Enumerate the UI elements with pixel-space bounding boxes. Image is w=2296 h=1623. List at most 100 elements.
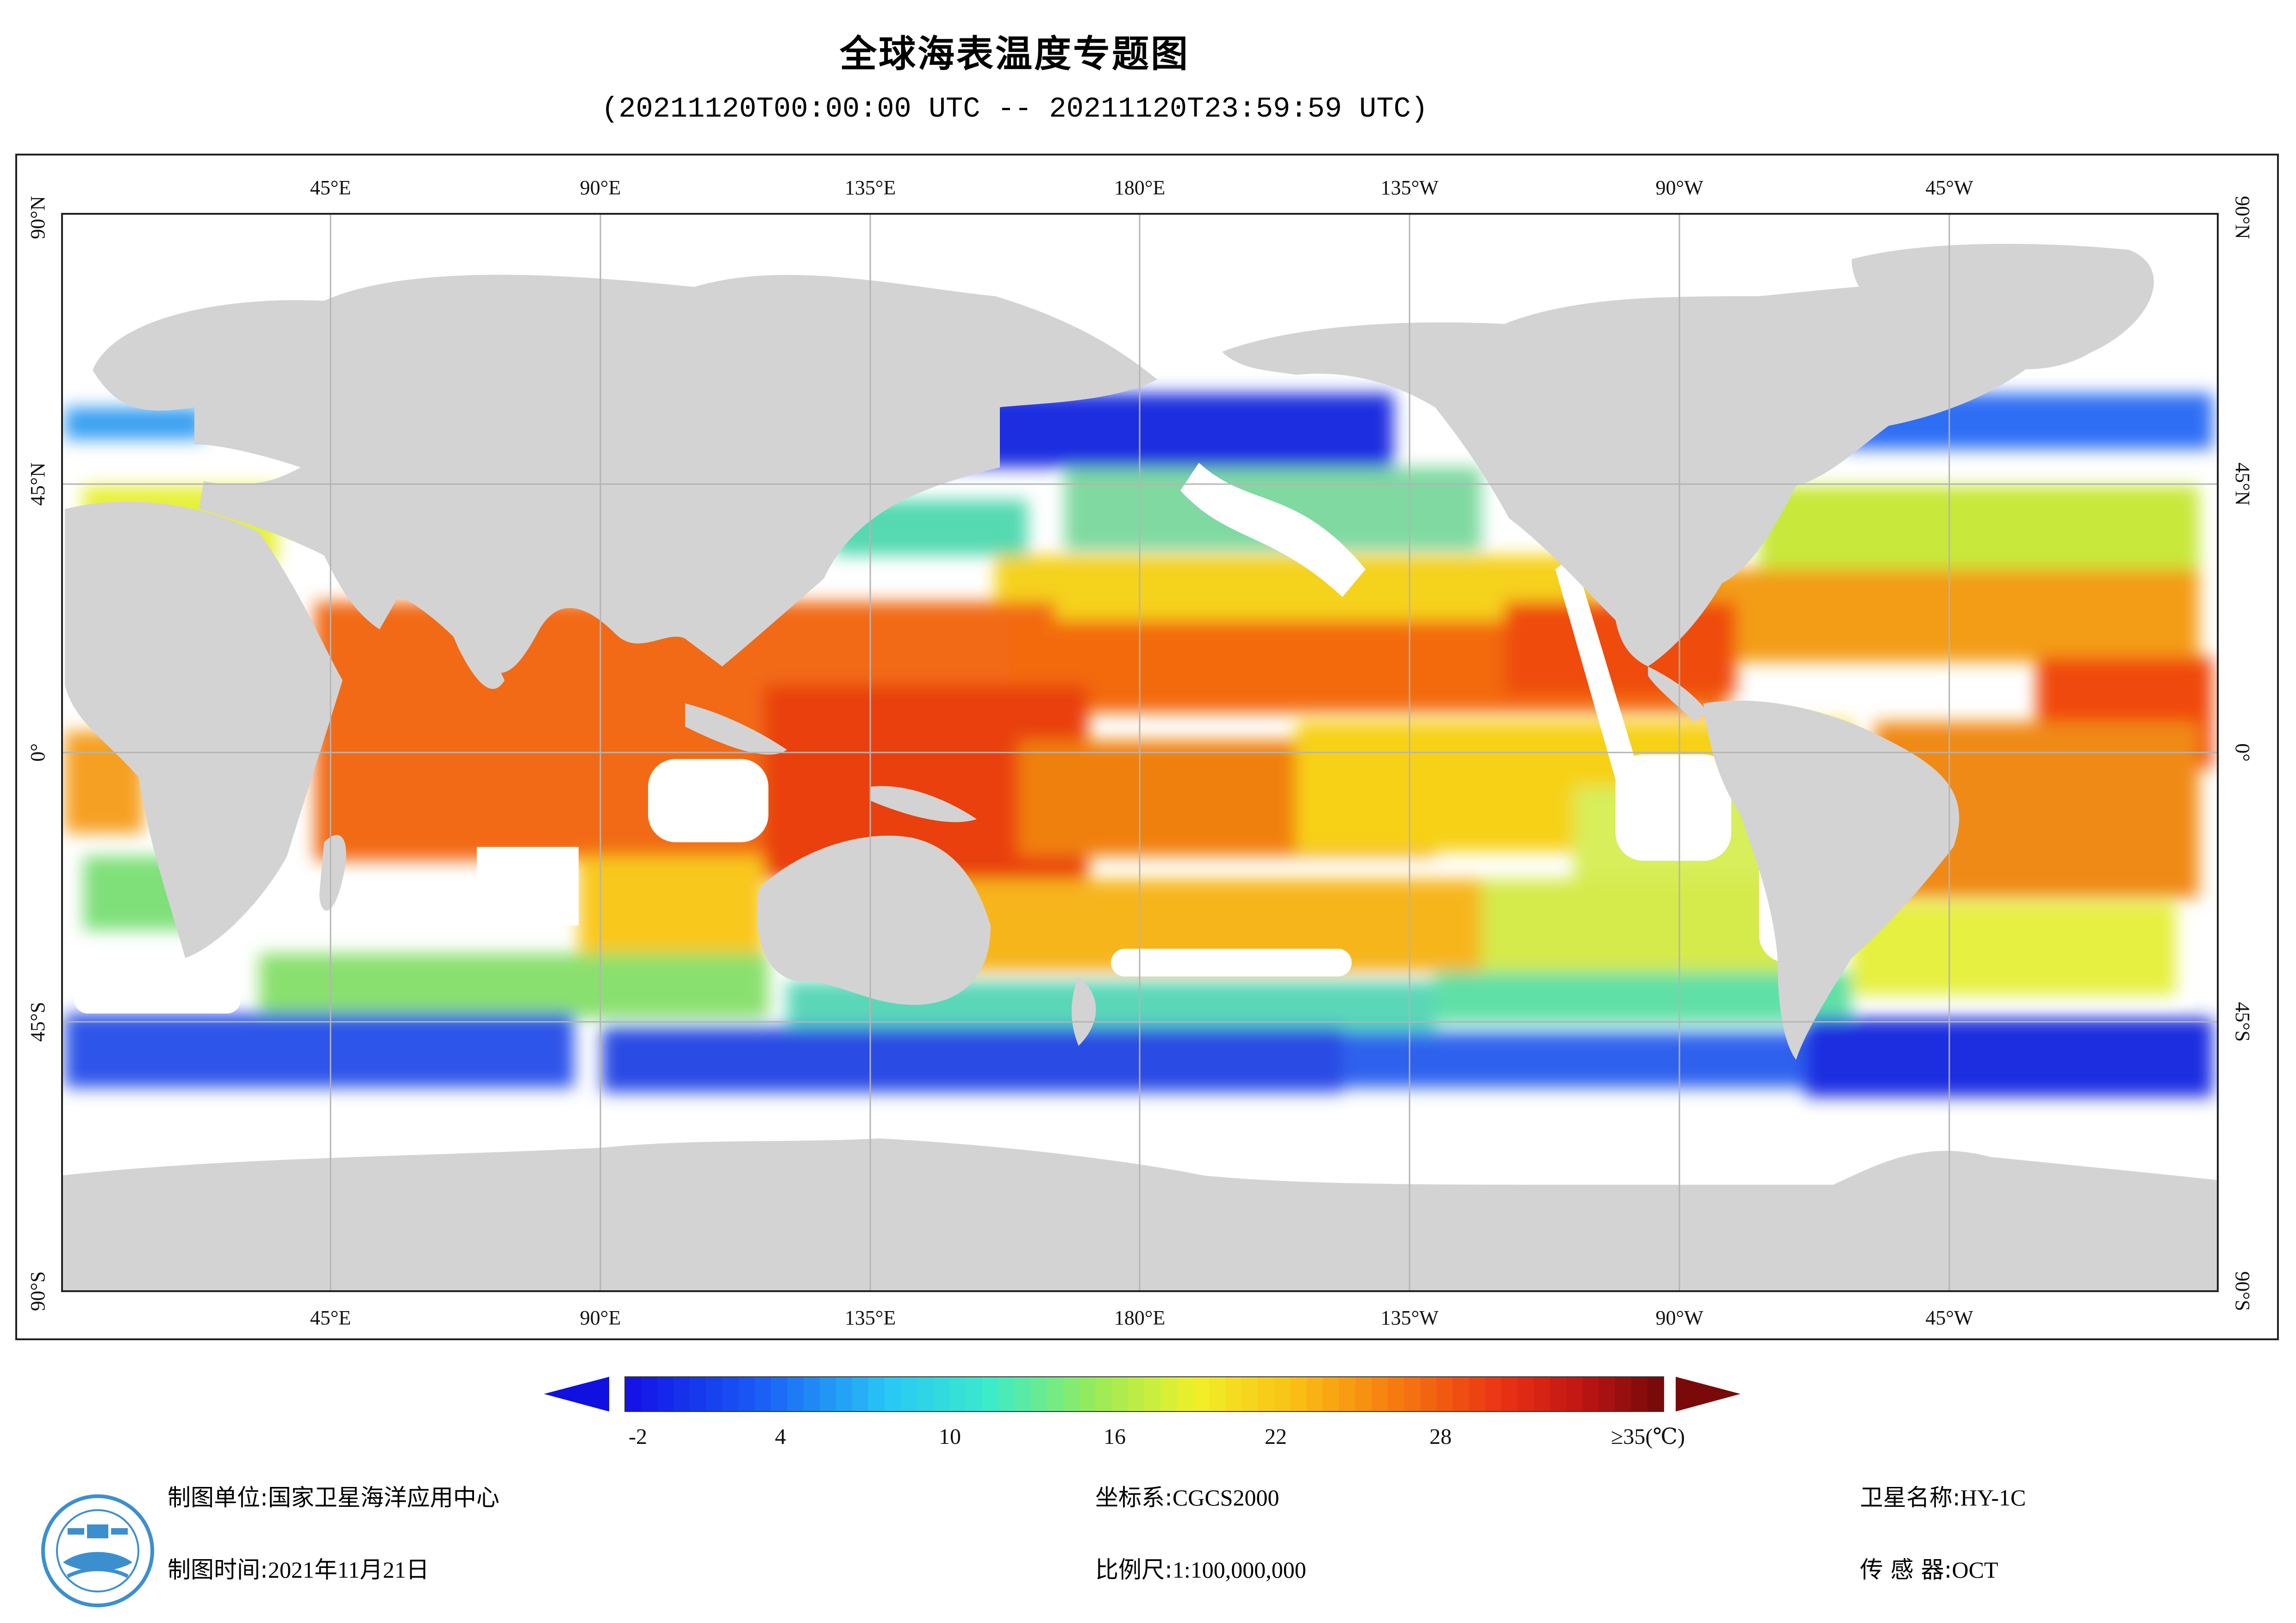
colorbar-cell — [1517, 1377, 1535, 1412]
colorbar-cell — [1030, 1377, 1048, 1412]
colorbar-cell — [966, 1377, 982, 1412]
colorbar-cell — [1453, 1377, 1469, 1412]
colorbar-cell — [1306, 1377, 1323, 1412]
colorbar-tick: 22 — [1265, 1424, 1287, 1449]
lat-label-right: 45°S — [2231, 1002, 2254, 1042]
sensor-info: 传 感 器:OCT — [1860, 1551, 1998, 1585]
colorbar-cell — [1469, 1377, 1485, 1412]
colorbar-cell — [917, 1377, 934, 1412]
colorbar-cell — [852, 1377, 869, 1412]
lat-label-left: 0° — [26, 743, 49, 762]
colorbar-cell — [885, 1377, 901, 1412]
colorbar-cell — [933, 1377, 950, 1412]
colorbar-tick: 10 — [939, 1424, 961, 1449]
colorbar-cell — [1355, 1377, 1372, 1412]
colorbar-cell — [1534, 1377, 1551, 1412]
colorbar-tick: 4 — [775, 1424, 786, 1449]
colorbar-cell — [657, 1377, 674, 1412]
colorbar-cell — [1339, 1377, 1356, 1412]
colorbar-tick: ≥35(℃) — [1611, 1424, 1685, 1449]
colorbar-cell — [1258, 1377, 1275, 1412]
lat-label-left: 45°S — [26, 1002, 49, 1042]
colorbar-cell — [1485, 1377, 1502, 1412]
production-date: 制图时间:2021年11月21日 — [168, 1551, 429, 1585]
colorbar-tick: 28 — [1429, 1424, 1452, 1449]
colorbar-cell — [1177, 1377, 1193, 1412]
satellite-label: 卫星名称: — [1860, 1484, 1960, 1511]
colorbar-cell — [1225, 1377, 1242, 1412]
colorbar-cell — [836, 1377, 853, 1412]
colorbar-cell — [1063, 1377, 1080, 1412]
colorbar-cells — [624, 1376, 1664, 1412]
colorbar-cell — [690, 1377, 706, 1412]
colorbar-cell — [641, 1377, 658, 1412]
producer-value: 国家卫星海洋应用中心 — [268, 1484, 499, 1511]
satellite-value: HY-1C — [1960, 1485, 2026, 1511]
lon-label-bottom: 45°W — [1925, 1306, 1973, 1329]
map-frame — [15, 154, 2279, 1340]
scale-label: 比例尺: — [1095, 1556, 1173, 1583]
colorbar-cell — [1598, 1377, 1616, 1412]
colorbar: -2 4 10 16 22 28 ≥35(℃) — [544, 1376, 1741, 1449]
colorbar-cell — [1193, 1377, 1210, 1412]
colorbar-cell — [1501, 1377, 1518, 1412]
colorbar-under-arrow — [544, 1377, 609, 1412]
date-value: 2021年11月21日 — [268, 1557, 430, 1583]
lon-label-top: 45°W — [1925, 176, 1973, 199]
date-label: 制图时间: — [168, 1556, 268, 1583]
colorbar-cell — [982, 1377, 999, 1412]
crs-value: CGCS2000 — [1172, 1485, 1279, 1511]
lat-label-right: 90°N — [2231, 196, 2254, 239]
lon-labels-bottom: 45°E 90°E 135°E 180°E 135°W 90°W 45°W — [310, 1306, 1973, 1329]
lon-label-top: 135°W — [1380, 176, 1439, 199]
lon-label-bottom: 180°E — [1114, 1306, 1165, 1329]
lat-label-right: 0° — [2231, 743, 2254, 762]
lat-label-left: 45°N — [26, 462, 49, 505]
colorbar-cell — [1387, 1377, 1404, 1412]
time-range-subtitle: (20211120T00:00:00 UTC -- 20211120T23:59… — [601, 93, 1428, 125]
colorbar-cell — [1095, 1377, 1112, 1412]
colorbar-cell — [1631, 1377, 1648, 1412]
lon-label-bottom: 135°E — [845, 1306, 896, 1329]
colorbar-cell — [706, 1377, 723, 1412]
colorbar-cell — [771, 1377, 788, 1412]
producer-info: 制图单位:国家卫星海洋应用中心 — [168, 1479, 499, 1512]
scale-value: 1:100,000,000 — [1172, 1557, 1306, 1583]
colorbar-tick: -2 — [629, 1424, 647, 1449]
sensor-label: 传 感 器: — [1860, 1556, 1952, 1583]
colorbar-cell — [1420, 1377, 1437, 1412]
colorbar-cell — [1144, 1377, 1161, 1412]
crs-info: 坐标系:CGCS2000 — [1095, 1479, 1279, 1512]
colorbar-cell — [1566, 1377, 1583, 1412]
colorbar-cell — [1290, 1377, 1307, 1412]
lon-label-top: 180°E — [1114, 176, 1165, 199]
sensor-value: OCT — [1952, 1557, 1998, 1583]
colorbar-cell — [1371, 1377, 1388, 1412]
colorbar-cell — [755, 1377, 772, 1412]
colorbar-cell — [1647, 1377, 1664, 1412]
colorbar-cell — [1436, 1377, 1453, 1412]
colorbar-cell — [803, 1377, 820, 1412]
lon-label-bottom: 135°W — [1380, 1306, 1439, 1329]
colorbar-cell — [901, 1377, 917, 1412]
crs-label: 坐标系: — [1095, 1484, 1173, 1511]
colorbar-cell — [1209, 1377, 1226, 1412]
colorbar-cell — [625, 1377, 642, 1412]
lat-label-left: 90°N — [26, 196, 49, 239]
colorbar-cell — [1550, 1377, 1567, 1412]
colorbar-over-arrow — [1676, 1377, 1741, 1412]
lat-label-right: 45°N — [2231, 462, 2254, 505]
colorbar-cell — [738, 1377, 755, 1412]
colorbar-cell — [1128, 1377, 1145, 1412]
colorbar-frame — [624, 1376, 1664, 1412]
producer-label: 制图单位: — [168, 1484, 268, 1511]
lat-labels-left: 90°N 45°N 0° 45°S 90°S — [26, 196, 49, 1311]
colorbar-tick: 16 — [1104, 1424, 1126, 1449]
lat-label-left: 90°S — [26, 1271, 49, 1311]
colorbar-cell — [1160, 1377, 1177, 1412]
graticule — [62, 214, 2218, 1291]
map-title: 全球海表温度专题图 — [840, 32, 1190, 75]
colorbar-cell — [1014, 1377, 1031, 1412]
lat-labels-right: 90°N 45°N 0° 45°S 90°S — [2231, 196, 2254, 1311]
